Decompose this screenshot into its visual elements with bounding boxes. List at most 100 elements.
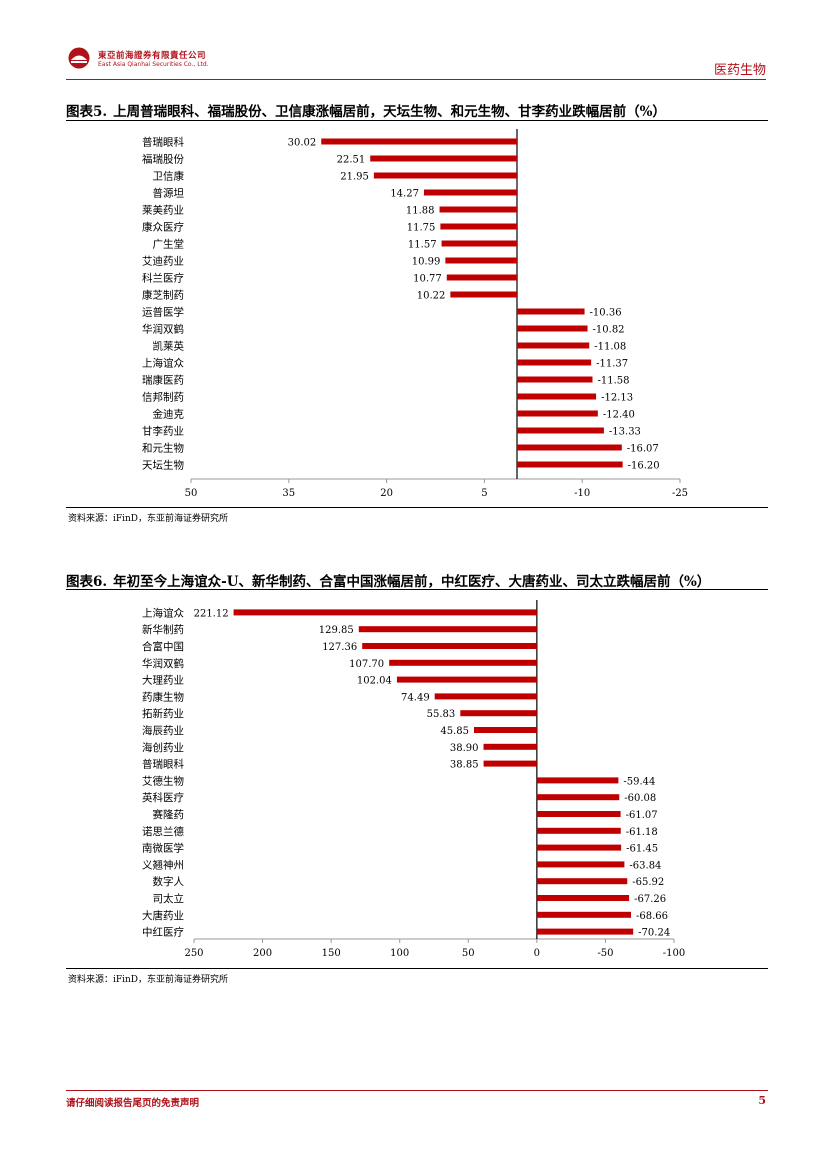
- category-label: 普源坦: [153, 187, 185, 200]
- bar: [440, 207, 517, 213]
- category-label: 义翘神州: [142, 858, 184, 871]
- data-label: -61.18: [626, 827, 658, 838]
- bar: [474, 727, 537, 733]
- bar: [362, 643, 537, 649]
- category-label: 合富中国: [142, 640, 184, 653]
- data-label: -59.44: [623, 776, 655, 787]
- bar: [517, 462, 623, 468]
- bar: [460, 710, 537, 716]
- x-tick-label: 50: [462, 948, 475, 959]
- bar: [321, 139, 517, 145]
- bar: [234, 609, 537, 615]
- data-label: 30.02: [288, 138, 317, 149]
- bar: [374, 173, 517, 179]
- data-label: -67.26: [634, 894, 666, 905]
- category-label: 赛隆药: [153, 808, 185, 821]
- x-tick-label: -50: [597, 948, 613, 959]
- section-tag: 医药生物: [714, 59, 766, 78]
- data-label: -13.33: [609, 427, 641, 438]
- bar: [445, 258, 517, 264]
- category-label: 英科医疗: [142, 791, 184, 804]
- page-number: 5: [758, 1094, 766, 1107]
- data-label: -10.82: [593, 325, 625, 336]
- figure5-bar-chart: 50 35 20 5 -10 -25 普瑞眼科 30.02 福瑞股份 22.51 卫信康 21.95 普…: [66, 123, 766, 505]
- data-label: 45.85: [440, 726, 469, 737]
- bar: [484, 744, 537, 750]
- figure5-title-text: 上周普瑞眼科、福瑞股份、卫信康涨幅居前，天坛生物、和元生物、甘李药业跌幅居前（%…: [113, 104, 666, 120]
- data-label: 21.95: [340, 172, 369, 183]
- bar: [537, 878, 627, 884]
- bar: [517, 343, 589, 349]
- bar: [397, 677, 537, 683]
- bar: [370, 156, 517, 162]
- bar: [517, 445, 622, 451]
- data-label: 14.27: [390, 189, 419, 200]
- category-label: 华润双鹤: [142, 323, 184, 336]
- data-label: 38.85: [450, 760, 479, 771]
- category-label: 大唐药业: [142, 909, 184, 922]
- category-label: 天坛生物: [142, 459, 184, 472]
- figure6-title-text: 年初至今上海谊众-U、新华制药、合富中国涨幅居前，中红医疗、大唐药业、司太立跌幅…: [113, 574, 710, 590]
- data-label: -65.92: [632, 877, 664, 888]
- data-label: -70.24: [638, 928, 670, 939]
- category-label: 凯莱英: [153, 340, 185, 353]
- category-label: 上海谊众: [142, 606, 184, 619]
- category-label: 艾迪药业: [142, 256, 184, 268]
- data-label: -11.37: [596, 359, 628, 370]
- company-name-cn: 東亞前海證券有限責任公司: [98, 49, 206, 61]
- category-label: 新华制药: [142, 623, 184, 636]
- bar: [440, 224, 517, 230]
- category-label: 和元生物: [142, 442, 184, 455]
- data-label: -11.58: [598, 376, 630, 387]
- data-label: 10.99: [412, 257, 441, 268]
- x-tick-label: -100: [663, 948, 685, 959]
- bar: [537, 811, 621, 817]
- category-label: 拓新药业: [142, 707, 184, 720]
- bar: [537, 861, 625, 867]
- bar: [537, 845, 621, 851]
- bar: [359, 626, 537, 632]
- x-tick-label: 0: [534, 948, 540, 959]
- data-label: -63.84: [629, 860, 661, 871]
- x-tick-label: 100: [390, 948, 409, 959]
- data-label: -10.36: [590, 308, 622, 319]
- data-label: 10.22: [417, 291, 446, 302]
- category-label: 康众医疗: [142, 221, 184, 234]
- bar: [435, 693, 537, 699]
- category-label: 海辰药业: [142, 724, 184, 737]
- company-name-en: East Asia Qianhai Securities Co., Ltd.: [98, 61, 209, 68]
- footer-divider: [66, 1090, 768, 1091]
- x-tick-label: 5: [481, 488, 487, 499]
- category-label: 康芝制药: [142, 289, 184, 302]
- bar: [517, 326, 588, 332]
- data-label: 38.90: [450, 743, 479, 754]
- data-label: -61.45: [626, 844, 658, 855]
- x-tick-label: 20: [380, 488, 393, 499]
- data-label: 107.70: [349, 659, 384, 670]
- category-label: 普瑞眼科: [142, 758, 184, 771]
- data-label: -61.07: [626, 810, 658, 821]
- x-tick-label: 150: [322, 948, 341, 959]
- data-label: 129.85: [319, 625, 354, 636]
- page-header: 東亞前海證券有限責任公司 East Asia Qianhai Securitie…: [66, 44, 766, 78]
- figure6-top-rule: [66, 589, 768, 590]
- category-label: 运普医学: [142, 306, 184, 319]
- bar: [537, 777, 619, 783]
- bar: [517, 309, 585, 315]
- figure5-bottom-rule: [66, 507, 768, 508]
- category-label: 海创药业: [142, 741, 184, 754]
- figure6-bottom-rule: [66, 968, 768, 969]
- data-label: -16.20: [628, 461, 660, 472]
- data-label: 11.57: [408, 240, 437, 251]
- category-label: 艾德生物: [142, 774, 184, 787]
- data-label: 102.04: [357, 676, 392, 687]
- data-label: -11.08: [594, 342, 626, 353]
- category-label: 数字人: [153, 875, 185, 888]
- data-label: -12.13: [601, 393, 633, 404]
- figure6-title: 图表6. 年初至今上海谊众-U、新华制药、合富中国涨幅居前，中红医疗、大唐药业、司…: [66, 570, 710, 590]
- footer-disclaimer: 请仔细阅读报告尾页的免责声明: [66, 1095, 199, 1109]
- bar: [517, 428, 604, 434]
- figure5-source: 资料来源：iFinD，东亚前海证券研究所: [68, 511, 228, 524]
- data-label: 10.77: [413, 274, 442, 285]
- bar: [537, 794, 619, 800]
